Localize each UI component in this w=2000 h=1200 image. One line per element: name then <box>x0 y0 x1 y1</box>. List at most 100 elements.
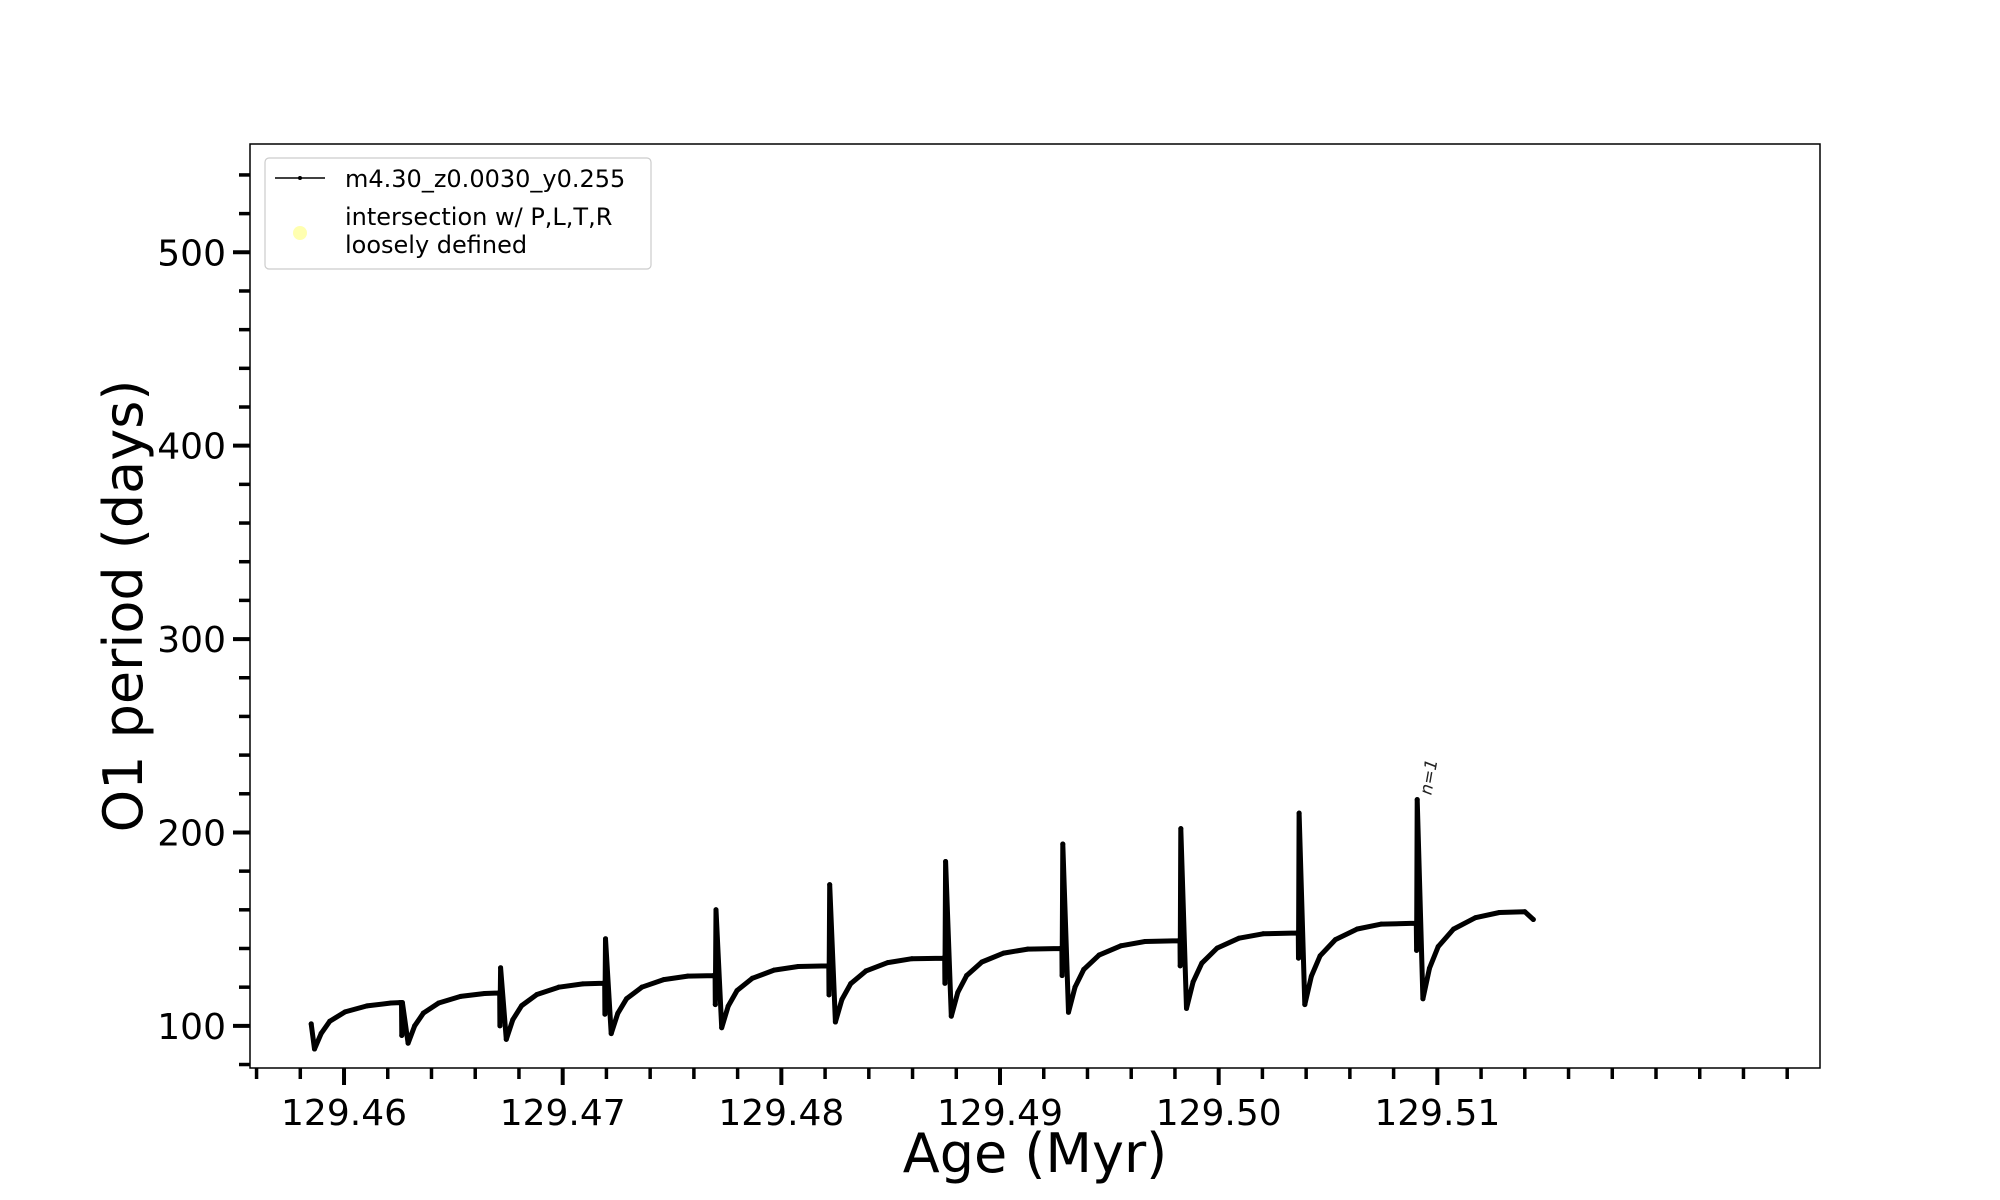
data-point <box>458 993 464 999</box>
data-point <box>1001 950 1007 956</box>
data-point <box>1426 965 1432 971</box>
data-point <box>827 882 833 888</box>
data-point <box>1530 916 1536 922</box>
data-point <box>826 992 832 998</box>
data-point <box>534 992 540 998</box>
legend: m4.30_z0.0030_y0.255 intersection w/ P,L… <box>264 157 652 270</box>
x-tick-label: 129.49 <box>937 1093 1063 1134</box>
data-point <box>405 1040 411 1046</box>
data-point <box>1295 930 1301 936</box>
x-tick-label: 129.51 <box>1374 1093 1500 1134</box>
data-point <box>1214 945 1220 951</box>
data-point <box>1059 973 1065 979</box>
data-point <box>964 973 970 979</box>
data-point <box>1414 797 1420 803</box>
data-point <box>510 1017 516 1023</box>
data-point <box>1142 939 1148 945</box>
data-point <box>1177 963 1183 969</box>
data-point <box>602 980 608 986</box>
x-tick-label: 129.47 <box>500 1093 626 1134</box>
data-point <box>1420 996 1426 1002</box>
data-point <box>1096 952 1102 958</box>
data-point <box>399 1033 405 1039</box>
legend-label-intersection-1: intersection w/ P,L,T,R <box>345 203 612 231</box>
data-point <box>734 988 740 994</box>
y-tick-label: 300 <box>157 620 226 661</box>
x-axis: 129.46 129.47 129.48 129.49 129.50 129.51 <box>254 1068 1789 1134</box>
data-point <box>608 1031 614 1037</box>
x-tick-label: 129.46 <box>281 1093 407 1134</box>
data-point <box>399 1000 405 1006</box>
data-point <box>948 1013 954 1019</box>
data-point <box>1296 810 1302 816</box>
data-point <box>1118 943 1124 949</box>
data-point <box>1190 979 1196 985</box>
y-tick-label: 500 <box>157 233 226 274</box>
data-point <box>749 975 755 981</box>
legend-yellow-marker <box>293 226 307 240</box>
data-point <box>1177 938 1183 944</box>
data-point <box>979 959 985 965</box>
data-point <box>1472 915 1478 921</box>
data-point <box>615 1010 621 1016</box>
data-point <box>1413 920 1419 926</box>
data-point <box>1060 841 1066 847</box>
data-point <box>725 1003 731 1009</box>
data-point <box>603 936 609 942</box>
y-tick-label: 100 <box>157 1007 226 1048</box>
series-line <box>308 797 1536 1052</box>
data-point <box>1378 921 1384 927</box>
data-point <box>388 1000 394 1006</box>
data-point <box>327 1018 333 1024</box>
data-point <box>863 968 869 974</box>
legend-dot-marker <box>298 176 302 180</box>
data-point <box>685 973 691 979</box>
legend-label-intersection-2: loosely defined <box>345 231 527 259</box>
data-point <box>497 1023 503 1029</box>
legend-box <box>264 157 652 270</box>
data-point <box>1308 973 1314 979</box>
x-axis-label: Age (Myr) <box>903 1122 1168 1185</box>
data-point <box>308 1021 314 1027</box>
data-point <box>1184 1005 1190 1011</box>
data-point <box>1354 926 1360 932</box>
data-point <box>312 1046 318 1052</box>
data-point <box>712 1002 718 1008</box>
data-point <box>712 973 718 979</box>
data-point <box>1435 944 1441 950</box>
data-point <box>436 1000 442 1006</box>
data-point <box>713 907 719 913</box>
series-layer <box>308 797 1536 1052</box>
data-point <box>556 984 562 990</box>
data-point <box>826 963 832 969</box>
data-point <box>1199 960 1205 966</box>
data-point <box>364 1003 370 1009</box>
data-point <box>1236 935 1242 941</box>
data-point <box>832 1019 838 1025</box>
data-point <box>943 858 949 864</box>
data-point <box>482 991 488 997</box>
data-point <box>318 1031 324 1037</box>
data-point <box>503 1036 509 1042</box>
x-tick-label: 129.50 <box>1156 1093 1282 1134</box>
data-point <box>1332 937 1338 943</box>
data-point <box>661 977 667 983</box>
data-point <box>1065 1009 1071 1015</box>
data-point <box>1295 955 1301 961</box>
data-point <box>909 956 915 962</box>
y-axis: 100 200 300 400 500 <box>157 173 250 1067</box>
plot-frame <box>249 143 1821 1069</box>
data-point <box>519 1003 525 1009</box>
data-point <box>602 1011 608 1017</box>
data-point <box>624 996 630 1002</box>
data-point <box>942 980 948 986</box>
data-point <box>1072 984 1078 990</box>
data-point <box>497 990 503 996</box>
data-point <box>885 960 891 966</box>
data-point <box>771 967 777 973</box>
data-point <box>1260 931 1266 937</box>
data-point <box>955 989 961 995</box>
y-tick-label: 400 <box>157 427 226 468</box>
data-point <box>498 965 504 971</box>
